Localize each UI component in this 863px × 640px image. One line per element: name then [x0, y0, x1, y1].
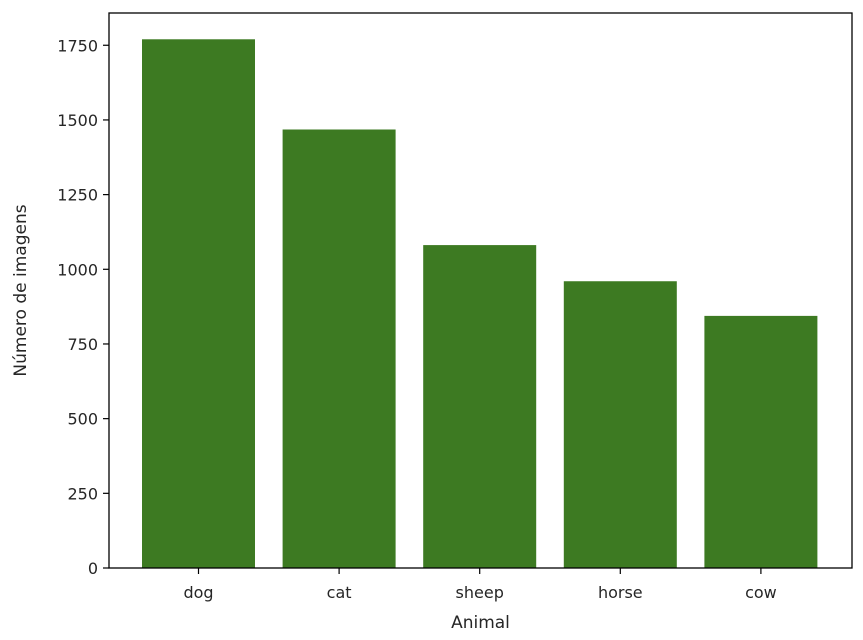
x-tick-label: sheep — [456, 583, 504, 602]
y-tick-label: 0 — [88, 559, 98, 578]
x-axis-ticks: dog cat sheep horse cow — [183, 568, 777, 602]
x-axis-label: Animal — [451, 613, 510, 633]
y-tick-label: 1750 — [57, 36, 98, 55]
bar-horse — [563, 281, 677, 568]
y-tick-label: 1500 — [57, 111, 98, 130]
x-tick-label: horse — [598, 583, 643, 602]
bar-dog — [142, 39, 255, 569]
bar-cat — [282, 129, 396, 569]
y-axis-label: Número de imagens — [11, 204, 31, 376]
y-tick-label: 250 — [67, 484, 98, 503]
y-tick-label: 1250 — [57, 186, 98, 205]
y-tick-label: 750 — [67, 335, 98, 354]
x-tick-label: cow — [745, 583, 777, 602]
bar-cow — [704, 315, 818, 568]
y-tick-label: 1000 — [57, 260, 98, 279]
y-tick-label: 500 — [67, 410, 98, 429]
plot-frame — [108, 12, 853, 569]
bar-sheep — [423, 245, 537, 568]
x-tick-label: cat — [327, 583, 352, 602]
x-tick-label: dog — [183, 583, 213, 602]
bars-group — [142, 39, 818, 569]
y-axis-ticks: 0 250 500 750 1000 1250 1500 1750 — [57, 36, 109, 578]
